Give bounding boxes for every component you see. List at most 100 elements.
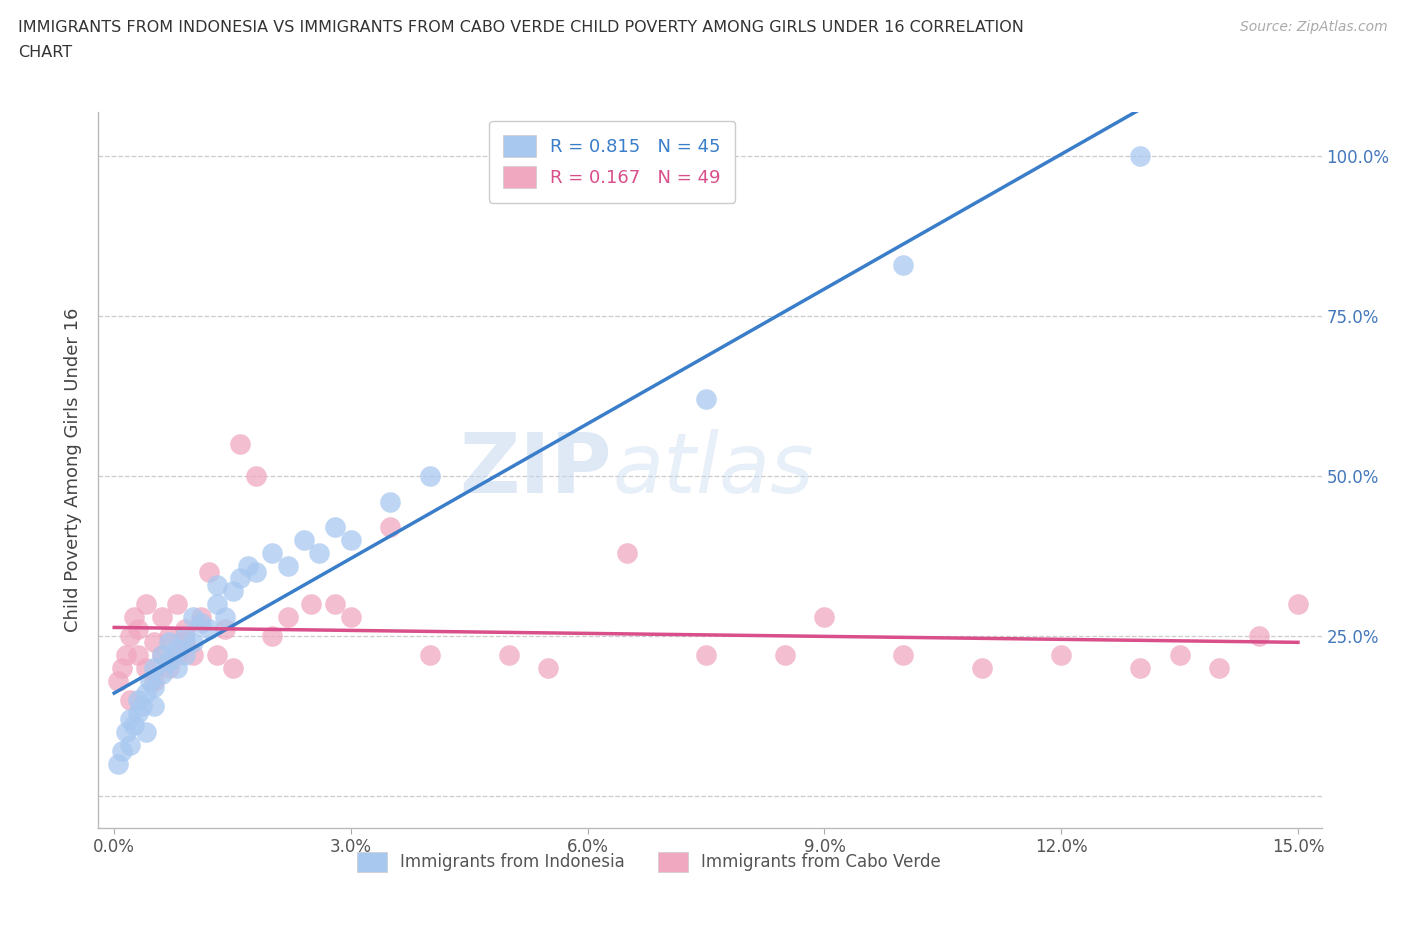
Point [537, 660, 560, 675]
Point [1129, 660, 1152, 675]
Point [159, 635, 181, 650]
Point [142, 660, 165, 675]
Point [122, 609, 145, 624]
Point [277, 558, 299, 573]
Point [198, 565, 221, 579]
Point [111, 660, 134, 675]
Point [190, 616, 212, 631]
Point [245, 565, 267, 579]
Point [198, 622, 221, 637]
Point [159, 629, 181, 644]
Point [616, 545, 638, 560]
Point [159, 660, 181, 675]
Text: CHART: CHART [18, 45, 72, 60]
Point [1129, 149, 1152, 164]
Point [893, 647, 915, 662]
Point [1050, 647, 1073, 662]
Point [292, 533, 315, 548]
Point [150, 647, 173, 662]
Point [118, 737, 141, 752]
Point [205, 578, 228, 592]
Point [229, 436, 252, 451]
Point [135, 660, 157, 675]
Point [205, 647, 228, 662]
Point [135, 596, 157, 611]
Text: ZIP: ZIP [460, 429, 612, 511]
Point [972, 660, 994, 675]
Point [419, 469, 441, 484]
Point [135, 686, 157, 701]
Point [118, 692, 141, 708]
Point [260, 545, 283, 560]
Point [323, 520, 346, 535]
Point [150, 667, 173, 682]
Point [142, 680, 165, 695]
Point [190, 609, 212, 624]
Point [107, 756, 129, 771]
Point [142, 635, 165, 650]
Point [166, 642, 188, 657]
Point [122, 718, 145, 733]
Point [174, 622, 197, 637]
Point [166, 647, 188, 662]
Legend: Immigrants from Indonesia, Immigrants from Cabo Verde: Immigrants from Indonesia, Immigrants fr… [349, 844, 949, 880]
Point [340, 533, 363, 548]
Point [127, 705, 149, 720]
Point [138, 673, 160, 688]
Point [340, 609, 363, 624]
Point [214, 622, 236, 637]
Point [214, 609, 236, 624]
Point [419, 647, 441, 662]
Point [181, 609, 204, 624]
Point [131, 698, 153, 713]
Point [181, 647, 204, 662]
Point [380, 494, 402, 509]
Point [1208, 660, 1230, 675]
Point [205, 596, 228, 611]
Point [380, 520, 402, 535]
Point [115, 724, 138, 739]
Point [127, 647, 149, 662]
Point [1286, 596, 1309, 611]
Point [174, 629, 197, 644]
Point [166, 660, 188, 675]
Point [301, 596, 323, 611]
Point [695, 647, 717, 662]
Point [166, 596, 188, 611]
Point [773, 647, 796, 662]
Point [135, 724, 157, 739]
Point [127, 692, 149, 708]
Point [260, 629, 283, 644]
Point [813, 609, 835, 624]
Point [245, 469, 267, 484]
Y-axis label: Child Poverty Among Girls Under 16: Child Poverty Among Girls Under 16 [63, 308, 82, 631]
Point [498, 647, 520, 662]
Point [174, 635, 197, 650]
Point [893, 258, 915, 272]
Point [150, 647, 173, 662]
Point [174, 647, 197, 662]
Point [229, 571, 252, 586]
Point [111, 744, 134, 759]
Point [323, 596, 346, 611]
Point [181, 635, 204, 650]
Point [277, 609, 299, 624]
Point [118, 711, 141, 726]
Point [142, 673, 165, 688]
Text: IMMIGRANTS FROM INDONESIA VS IMMIGRANTS FROM CABO VERDE CHILD POVERTY AMONG GIRL: IMMIGRANTS FROM INDONESIA VS IMMIGRANTS … [18, 20, 1024, 35]
Text: Source: ZipAtlas.com: Source: ZipAtlas.com [1240, 20, 1388, 34]
Point [238, 558, 260, 573]
Point [221, 660, 243, 675]
Point [221, 584, 243, 599]
Point [127, 622, 149, 637]
Point [150, 609, 173, 624]
Point [115, 647, 138, 662]
Text: atlas: atlas [612, 429, 814, 511]
Point [1168, 647, 1191, 662]
Point [159, 654, 181, 669]
Point [142, 698, 165, 713]
Point [118, 629, 141, 644]
Point [308, 545, 330, 560]
Point [107, 673, 129, 688]
Point [1247, 629, 1270, 644]
